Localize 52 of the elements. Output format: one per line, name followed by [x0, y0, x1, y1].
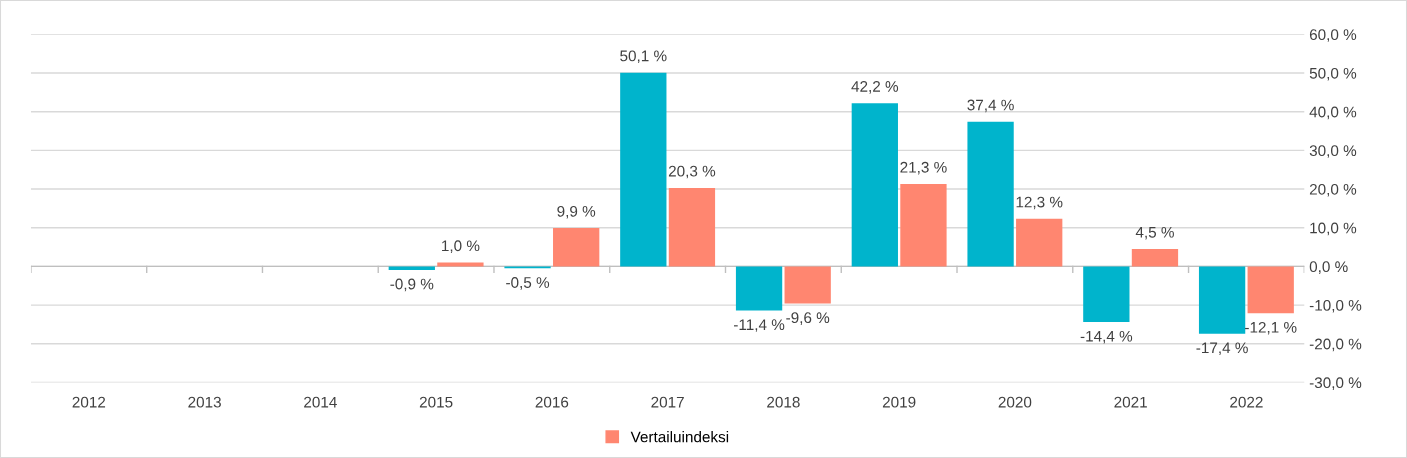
bar — [620, 72, 667, 267]
data-label: -11,4 % — [733, 319, 785, 332]
x-tick-label: 2013 — [188, 396, 221, 408]
bar — [1083, 266, 1130, 323]
data-label: 4,5 % — [1135, 226, 1174, 240]
x-tick-label: 2021 — [1114, 396, 1147, 408]
data-label: -17,4 % — [1196, 342, 1248, 356]
data-label: -0,9 % — [390, 278, 434, 292]
bar — [967, 121, 1014, 267]
x-tick-label: 2018 — [767, 396, 800, 408]
bar — [851, 103, 898, 267]
y-tick-label: 50,0 % — [1309, 67, 1357, 81]
x-tick-label: 2020 — [998, 396, 1032, 408]
y-tick-label: -20,0 % — [1309, 338, 1362, 352]
data-label: -9,6 % — [786, 312, 830, 325]
bar — [1198, 266, 1246, 334]
data-label: -12,1 % — [1245, 321, 1297, 335]
x-tick-label: 2022 — [1230, 396, 1263, 408]
data-label: 50,1 % — [620, 50, 667, 64]
x-tick-label: 2016 — [535, 396, 569, 408]
y-tick-label: 40,0 % — [1309, 106, 1357, 120]
legend-label: Vertailuindeksi — [630, 431, 729, 443]
data-label: 20,3 % — [668, 165, 716, 179]
bar — [784, 266, 831, 304]
y-tick-label: 0,0 % — [1309, 261, 1348, 274]
x-tick-label: 2014 — [304, 396, 337, 408]
y-tick-label: -30,0 % — [1309, 377, 1362, 390]
bar — [1247, 266, 1294, 314]
y-tick-label: -10,0 % — [1309, 299, 1362, 313]
x-tick-label: 2017 — [651, 396, 684, 408]
data-label: 37,4 % — [967, 99, 1014, 113]
data-label: 21,3 % — [900, 161, 947, 175]
bar — [553, 228, 600, 267]
y-tick-label: 10,0 % — [1310, 222, 1357, 236]
data-label: 42,2 % — [851, 81, 899, 94]
y-tick-label: 30,0 % — [1309, 145, 1357, 158]
x-tick-label: 2019 — [882, 396, 916, 408]
bar — [668, 187, 716, 267]
bar — [1131, 249, 1179, 267]
x-tick-label: 2012 — [72, 396, 106, 408]
y-tick-label: 60,0 % — [1309, 29, 1357, 42]
bar — [735, 266, 783, 311]
data-label: 12,3 % — [1016, 196, 1063, 210]
y-tick-label: 20,0 % — [1309, 183, 1357, 197]
bar — [388, 266, 435, 270]
bar — [900, 184, 947, 267]
data-label: 9,9 % — [557, 205, 596, 219]
data-label: -0,5 % — [506, 277, 550, 290]
bar — [1016, 218, 1063, 267]
data-label: 1,0 % — [442, 240, 480, 253]
x-tick-label: 2015 — [419, 396, 453, 408]
data-label: -14,4 % — [1080, 330, 1133, 344]
